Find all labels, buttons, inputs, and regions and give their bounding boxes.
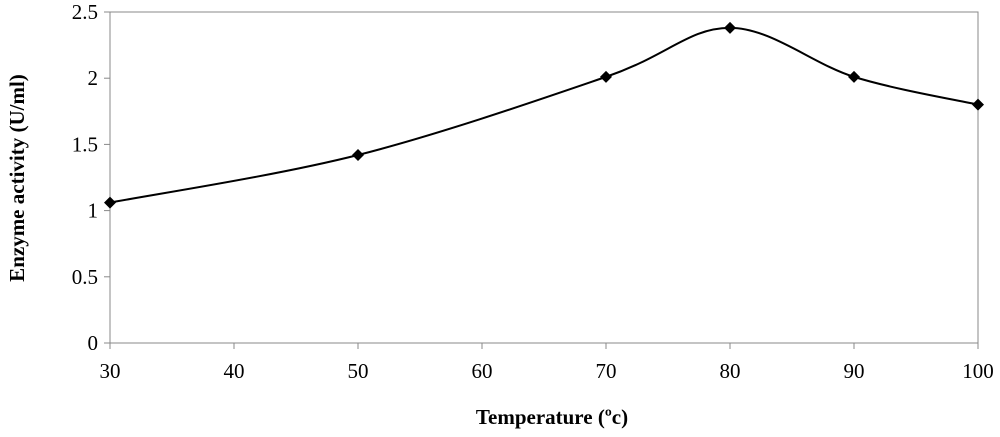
x-tick-label: 100 bbox=[962, 359, 994, 383]
x-tick-label: 60 bbox=[472, 359, 493, 383]
x-tick-label: 90 bbox=[844, 359, 865, 383]
x-tick-label: 80 bbox=[720, 359, 741, 383]
y-tick-label: 1 bbox=[88, 199, 99, 223]
data-markers bbox=[104, 21, 984, 209]
y-tick-label: 0 bbox=[88, 331, 99, 355]
y-tick-label: 2.5 bbox=[72, 0, 98, 24]
y-tick-label: 0.5 bbox=[72, 265, 98, 289]
plot-area bbox=[109, 11, 979, 344]
y-axis-title: Enzyme activity (U/ml) bbox=[5, 74, 29, 282]
x-tick-label: 40 bbox=[224, 359, 245, 383]
x-tick-label: 70 bbox=[596, 359, 617, 383]
data-point-marker bbox=[724, 21, 736, 34]
y-tick-label: 2 bbox=[88, 66, 99, 90]
x-axis-title: Temperature (ºc) bbox=[476, 405, 628, 429]
y-axis: 0 0.5 1 1.5 2 2.5 bbox=[72, 0, 110, 355]
data-point-marker bbox=[848, 70, 860, 83]
y-tick-label: 1.5 bbox=[72, 132, 98, 156]
data-point-marker bbox=[972, 98, 984, 111]
data-point-marker bbox=[600, 70, 612, 83]
x-tick-label: 50 bbox=[348, 359, 369, 383]
data-point-marker bbox=[104, 196, 116, 209]
data-point-marker bbox=[352, 148, 364, 161]
x-axis: 30 40 50 60 70 80 90 100 bbox=[100, 343, 994, 383]
x-tick-label: 30 bbox=[100, 359, 121, 383]
